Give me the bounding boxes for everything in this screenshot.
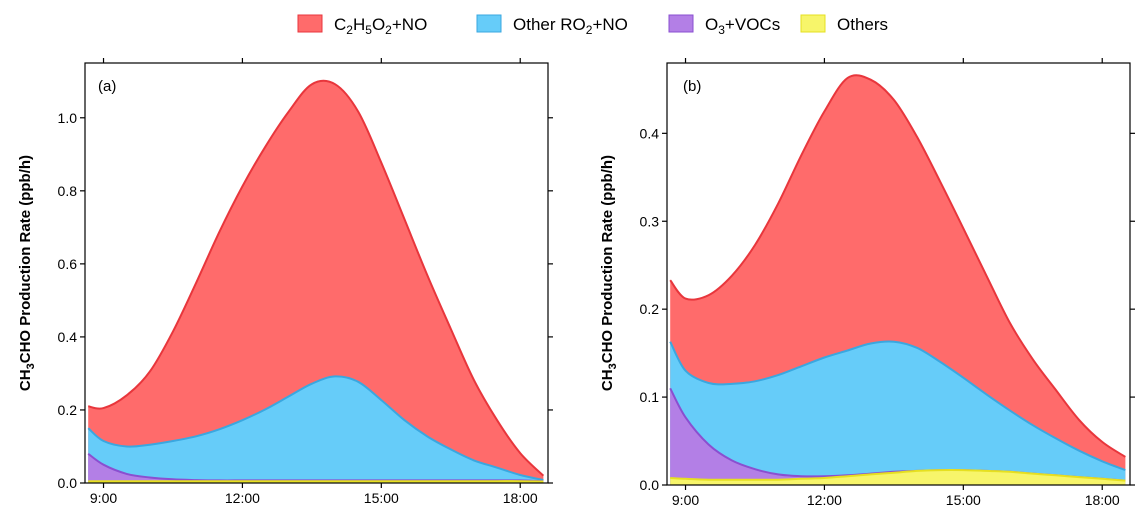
y-axis-label-b: CH3CHO Production Rate (ppb/h) <box>599 155 619 391</box>
y-axis-a: 0.0 0.2 0.4 0.6 0.8 1.0 <box>58 110 553 491</box>
legend-label-o3-vocs: O3+VOCs <box>705 15 780 37</box>
y-tick-label: 0.8 <box>58 183 78 199</box>
area-layers-a <box>87 79 545 483</box>
legend-swatch-other-ro2-no <box>476 14 502 33</box>
y-tick-label: 1.0 <box>58 110 78 126</box>
legend-swatch-o3-vocs <box>668 14 694 33</box>
y-tick-label: 0.4 <box>640 125 660 141</box>
y-tick-label: 0.6 <box>58 256 78 272</box>
x-tick-label: 18:00 <box>503 490 538 506</box>
area-edge-others-b <box>670 468 1126 482</box>
chart-panel-b: 0.00.10.20.30.4 9:00 12:00 15:00 18:00 (b) … <box>599 58 1135 508</box>
area-edge-other-ro2-no-b <box>669 340 1126 472</box>
plot-frame-a <box>84 62 549 484</box>
y-tick-label: 0.2 <box>58 402 78 418</box>
x-tick-label: 12:00 <box>225 490 260 506</box>
y-tick-label: 0.2 <box>640 301 660 317</box>
area-edge-other-ro2-no-a <box>87 375 544 482</box>
legend-label-other-ro2-no: Other RO2+NO <box>513 15 628 37</box>
x-tick-label: 12:00 <box>807 492 842 508</box>
y-tick-label: 0.3 <box>640 213 660 229</box>
chart-panel-a: 0.0 0.2 0.4 0.6 0.8 1.0 9:00 12:00 15:00 18:00 (… <box>17 58 553 506</box>
area-edge-c2h5o2-no-b <box>669 74 1126 458</box>
legend-label-others: Others <box>837 15 888 34</box>
area-layers-b <box>669 74 1126 485</box>
panel-label-b: (b) <box>683 78 701 95</box>
legend-label-c2h5o2-no: C2H5O2+NO <box>334 15 427 37</box>
y-axis-label-a: CH3CHO Production Rate (ppb/h) <box>17 155 37 391</box>
y-tick-label: 0.0 <box>640 477 660 493</box>
area-o3-vocs-a <box>88 453 544 483</box>
x-tick-label: 9:00 <box>672 492 699 508</box>
y-tick-label: 0.0 <box>58 475 78 491</box>
area-other-ro2-no-a <box>88 376 544 483</box>
x-tick-label: 9:00 <box>90 490 117 506</box>
plot-frame-b <box>666 62 1131 486</box>
legend: C2H5O2+NO Other RO2+NO O3+VOCs Others <box>297 14 888 37</box>
x-axis-a: 9:00 12:00 15:00 18:00 <box>90 58 538 506</box>
area-others-b <box>670 469 1126 485</box>
y-axis-b: 0.0 0.1 0.2 0.3 0.4 <box>640 125 1135 493</box>
y-tick-label: 0.1 <box>640 389 660 405</box>
area-o3-vocs-b <box>670 388 1126 485</box>
x-tick-label: 15:00 <box>364 490 399 506</box>
x-tick-label: 18:00 <box>1085 492 1120 508</box>
legend-swatch-c2h5o2-no <box>297 14 323 33</box>
panel-label-a: (a) <box>98 78 116 95</box>
area-c2h5o2-no-a <box>88 80 544 483</box>
legend-item-other-ro2-no: Other RO2+NO <box>476 14 628 37</box>
legend-item-o3-vocs: O3+VOCs <box>668 14 780 37</box>
x-axis-b: 9:00 12:00 15:00 18:00 <box>672 58 1120 508</box>
legend-item-c2h5o2-no: C2H5O2+NO <box>297 14 427 37</box>
x-tick-label: 15:00 <box>946 492 981 508</box>
legend-swatch-others <box>800 14 826 33</box>
y-tick-label: 0.4 <box>58 329 78 345</box>
area-edge-c2h5o2-no-a <box>88 79 545 477</box>
area-other-ro2-no-b <box>670 341 1126 485</box>
legend-item-others: Others <box>800 14 888 34</box>
